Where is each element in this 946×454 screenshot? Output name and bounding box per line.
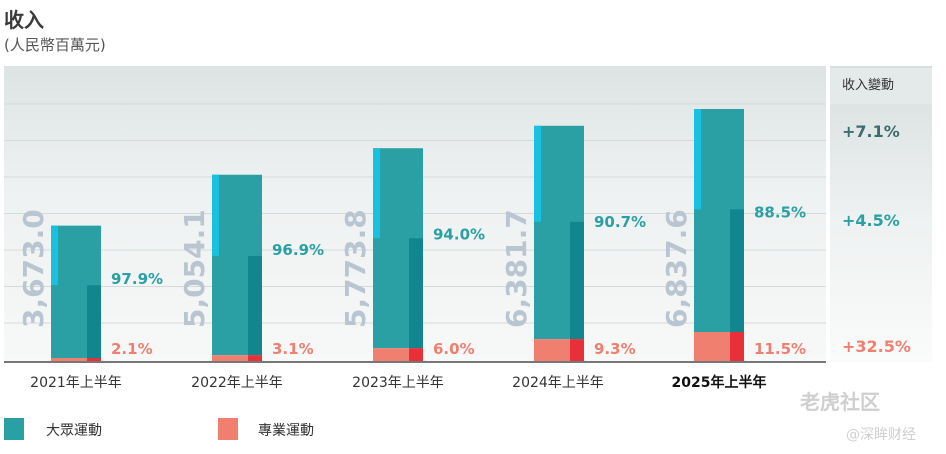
legend-swatch-mass: [4, 418, 24, 440]
bar-pro-shade: [570, 339, 584, 361]
x-tick-label: 2023年上半年: [352, 375, 444, 391]
change-mass-sports: +4.5%: [842, 211, 900, 230]
bar-mass-highlight: [534, 125, 541, 222]
bar-mass-shade: [248, 255, 262, 356]
x-axis-line: [4, 361, 826, 363]
legend-label-mass: 大眾運動: [46, 423, 102, 439]
bar-pro-shade: [248, 355, 262, 361]
legend-label-pro: 專業運動: [258, 423, 314, 439]
bar-mass-shade: [730, 209, 744, 333]
total-value-label: 5,054.1: [178, 209, 211, 328]
mass-share-label: 88.5%: [754, 203, 806, 221]
watermark-author: @深眸财经: [846, 427, 916, 443]
change-panel: [830, 66, 932, 362]
bar-pro-shade: [409, 348, 423, 361]
bar-pro-shade: [730, 332, 744, 361]
change-panel-header: [830, 68, 932, 104]
bar-mass-highlight: [51, 225, 58, 286]
mass-share-label: 96.9%: [272, 241, 324, 259]
pro-share-label: 11.5%: [754, 340, 806, 358]
x-tick-label: 2025年上半年: [671, 375, 767, 391]
mass-share-label: 97.9%: [111, 270, 163, 288]
mass-share-label: 90.7%: [594, 213, 646, 231]
total-value-label: 6,837.6: [660, 209, 693, 328]
x-tick-label: 2021年上半年: [30, 375, 122, 391]
bar-pro-sports: [51, 358, 101, 361]
pro-share-label: 2.1%: [111, 340, 153, 358]
pro-share-label: 3.1%: [272, 340, 314, 358]
bar-mass-shade: [409, 238, 423, 349]
legend-swatch-pro: [218, 418, 238, 440]
bar-mass-highlight: [694, 109, 701, 210]
pro-share-label: 6.0%: [433, 340, 475, 358]
x-tick-label: 2024年上半年: [512, 375, 604, 391]
total-value-label: 3,673.0: [17, 209, 50, 328]
total-value-label: 6,381.7: [500, 209, 533, 328]
bar-pro-shade: [87, 358, 101, 361]
change-total: +7.1%: [842, 122, 900, 141]
change-header: 收入變動: [842, 78, 895, 93]
total-value-label: 5,773.8: [339, 209, 372, 328]
watermark-logo: 老虎社区: [800, 390, 880, 414]
pro-share-label: 9.3%: [594, 340, 636, 358]
x-tick-label: 2022年上半年: [191, 375, 283, 391]
bar-pro-sports: [212, 355, 262, 361]
mass-share-label: 94.0%: [433, 226, 485, 244]
bar-mass-shade: [87, 285, 101, 358]
bar-mass-highlight: [373, 148, 380, 239]
chart-subtitle: (人民幣百萬元): [4, 36, 106, 54]
bar-mass-shade: [570, 221, 584, 340]
change-pro-sports: +32.5%: [842, 337, 911, 356]
chart-title: 收入: [4, 8, 44, 32]
bar-mass-highlight: [212, 174, 219, 256]
